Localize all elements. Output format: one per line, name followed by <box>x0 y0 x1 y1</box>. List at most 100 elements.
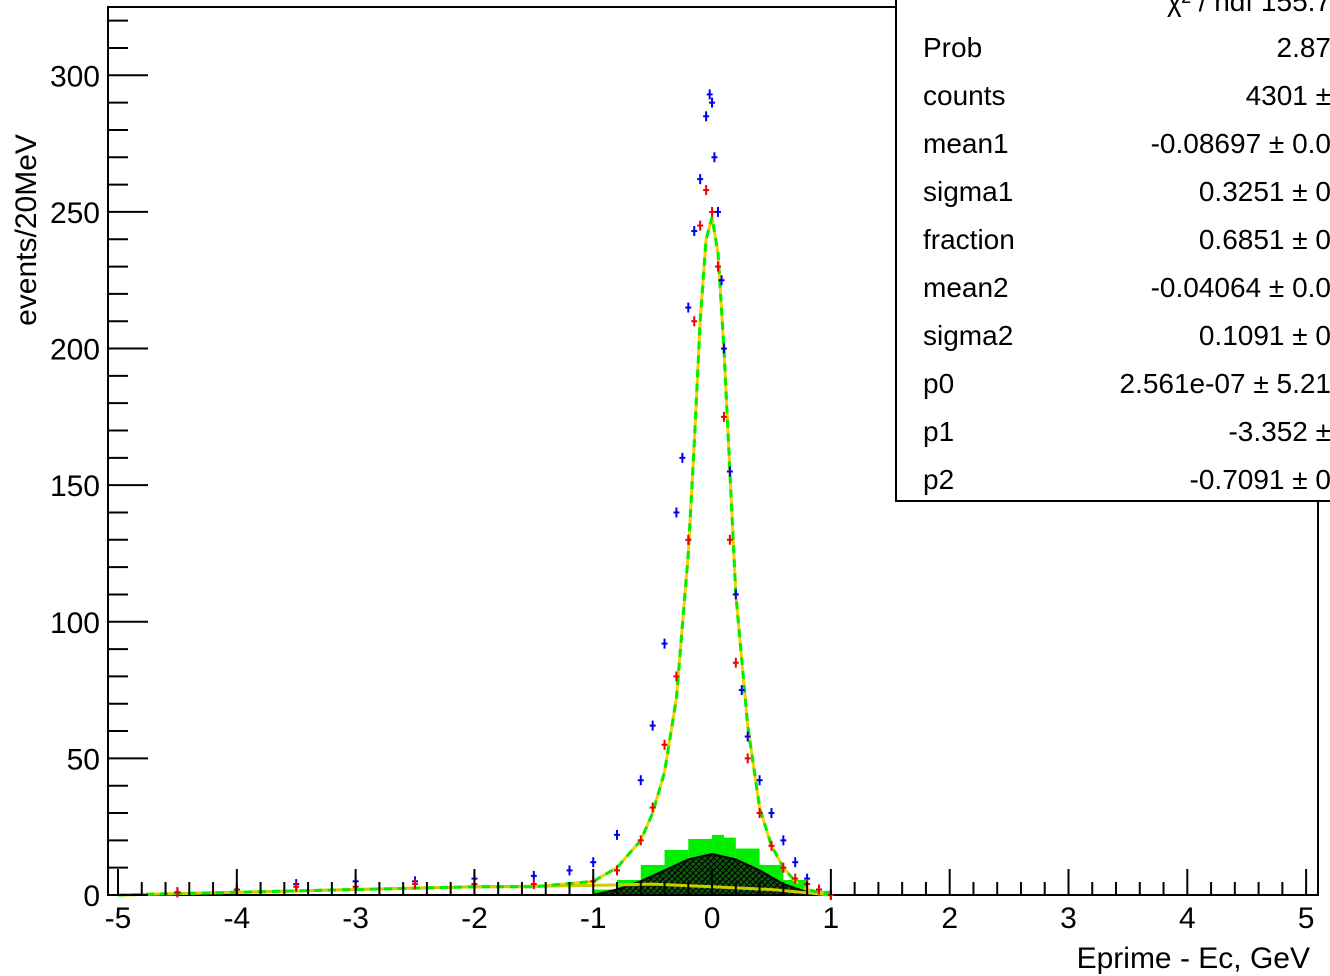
y-tick-label: 200 <box>50 334 100 367</box>
stats-param-value: 4301 ± <box>1245 80 1330 111</box>
data-point <box>697 220 704 231</box>
stats-row: sigma1 0.3251 ± 0 <box>897 168 1330 216</box>
series-line-3 <box>117 216 832 897</box>
stats-row: fraction 0.6851 ± 0 <box>897 216 1330 264</box>
data-point <box>744 753 751 764</box>
stats-param-value: 2.561e-07 ± 5.21 <box>1119 368 1330 399</box>
y-axis-title: events/20MeV <box>10 134 43 326</box>
stats-param-name: p0 <box>923 368 955 399</box>
data-point <box>637 835 644 846</box>
data-point <box>566 865 573 876</box>
data-point <box>768 808 775 819</box>
data-point <box>726 534 733 545</box>
stats-param-name: p1 <box>923 416 955 447</box>
data-point <box>590 857 597 868</box>
stats-row: counts 4301 ± <box>897 72 1330 120</box>
stats-param-value: 0.6851 ± 0 <box>1198 224 1330 255</box>
x-tick-label: -2 <box>461 902 488 935</box>
series-line-2 <box>117 216 832 897</box>
stats-param-value: 0.1091 ± 0 <box>1198 320 1330 351</box>
data-point <box>293 881 300 892</box>
data-point <box>691 226 698 237</box>
x-tick-label: 3 <box>1060 902 1077 935</box>
stats-param-name: mean2 <box>923 272 1009 303</box>
data-point <box>174 887 181 898</box>
x-tick-label: -5 <box>105 902 132 935</box>
x-tick-label: -3 <box>342 902 369 935</box>
data-point <box>673 507 680 518</box>
stats-param-name: Prob <box>923 32 983 63</box>
stats-param-name: fraction <box>923 224 1015 255</box>
stats-param-name: sigma1 <box>923 176 1014 207</box>
stats-param-value: -0.08697 ± 0.0 <box>1150 128 1330 159</box>
data-point <box>715 261 721 272</box>
data-point <box>726 466 733 477</box>
data-point <box>711 152 718 163</box>
x-tick-label: 4 <box>1179 902 1196 935</box>
data-point <box>530 879 537 890</box>
data-point <box>661 739 668 750</box>
data-point <box>697 174 704 185</box>
data-point <box>637 775 644 786</box>
y-tick-label: 150 <box>50 470 100 503</box>
data-point <box>412 879 419 890</box>
data-point <box>649 802 656 813</box>
stats-param-value: -0.7091 ± 0 <box>1189 464 1330 495</box>
stats-param-name: p2 <box>923 464 955 495</box>
data-point <box>780 862 787 873</box>
data-point <box>720 411 727 422</box>
y-tick-label: 100 <box>50 607 100 640</box>
stats-chi2-value: χ² / ndf 155.7 <box>1166 0 1330 17</box>
y-tick-label: 300 <box>50 60 100 93</box>
data-point <box>732 657 739 668</box>
data-point <box>792 873 799 884</box>
x-tick-label: 2 <box>941 902 958 935</box>
x-tick-label: 1 <box>823 902 840 935</box>
data-point <box>703 185 710 196</box>
data-point <box>703 111 710 122</box>
fit-stats-box: χ² / ndf 155.7 Prob 2.87 counts 4301 ± mean1… <box>895 0 1330 502</box>
stats-param-name: mean1 <box>923 128 1009 159</box>
data-point <box>709 206 716 217</box>
y-tick-label: 0 <box>83 880 100 913</box>
data-point <box>679 452 686 463</box>
data-point <box>673 671 680 682</box>
stats-param-value: -3.352 ± <box>1228 416 1330 447</box>
data-point <box>732 589 739 600</box>
x-tick-label: 5 <box>1298 902 1315 935</box>
data-point <box>720 343 727 354</box>
data-point <box>792 857 799 868</box>
stats-row: p1 -3.352 ± <box>897 408 1330 456</box>
y-tick-label: 250 <box>50 197 100 230</box>
stats-param-value: 0.3251 ± 0 <box>1198 176 1330 207</box>
stats-row: sigma2 0.1091 ± 0 <box>897 312 1330 360</box>
data-point <box>738 685 745 696</box>
data-point <box>715 206 721 217</box>
stats-row-chi2: χ² / ndf 155.7 <box>897 0 1330 26</box>
x-tick-label: -1 <box>580 902 607 935</box>
data-point <box>756 808 763 819</box>
data-point <box>691 316 698 327</box>
stats-row: mean1 -0.08697 ± 0.0 <box>897 120 1330 168</box>
x-axis-title: Eprime - Ec, GeV <box>1077 942 1310 975</box>
stats-row: p2 -0.7091 ± 0 <box>897 456 1330 504</box>
stats-param-value: 2.87 <box>1276 32 1330 63</box>
stats-row: mean2 -0.04064 ± 0.0 <box>897 264 1330 312</box>
data-point <box>709 97 716 108</box>
stats-row: Prob 2.87 <box>897 24 1330 72</box>
data-point <box>649 720 656 731</box>
data-point <box>780 835 787 846</box>
data-point <box>685 534 692 545</box>
x-tick-label: -4 <box>223 902 250 935</box>
y-tick-label: 50 <box>67 743 100 776</box>
data-point <box>614 829 621 840</box>
data-point <box>768 840 775 851</box>
data-point <box>661 638 668 649</box>
data-point <box>706 89 713 100</box>
data-point <box>744 731 751 742</box>
stats-param-name: counts <box>923 80 1006 111</box>
stats-param-value: -0.04064 ± 0.0 <box>1150 272 1330 303</box>
x-tick-label: 0 <box>704 902 721 935</box>
stats-row: p0 2.561e-07 ± 5.21 <box>897 360 1330 408</box>
